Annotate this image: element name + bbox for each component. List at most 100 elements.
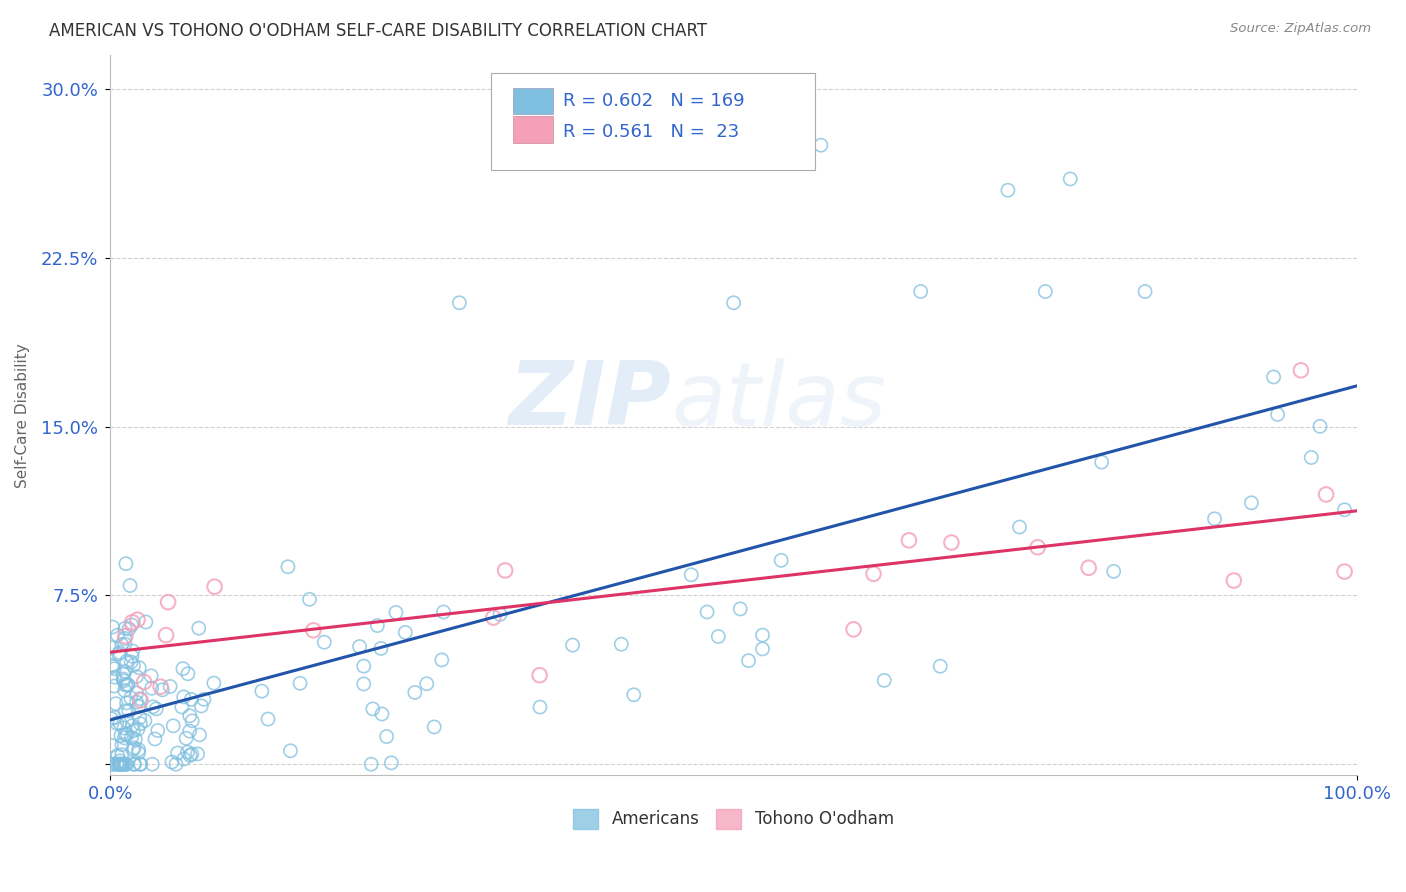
Point xyxy=(366,618,388,632)
Point xyxy=(489,607,512,622)
Point xyxy=(380,756,402,770)
Point xyxy=(202,676,225,690)
Point xyxy=(101,659,124,673)
Point xyxy=(127,722,149,736)
Point xyxy=(929,659,952,673)
Point xyxy=(1077,561,1099,575)
Point xyxy=(159,680,181,694)
Point xyxy=(910,285,932,299)
Point xyxy=(112,667,135,681)
Point xyxy=(125,695,148,709)
Point xyxy=(121,618,143,632)
Point xyxy=(176,745,198,759)
Point xyxy=(314,635,336,649)
Point xyxy=(108,645,131,659)
Point xyxy=(100,712,122,726)
Point xyxy=(111,638,134,652)
Point xyxy=(111,738,134,752)
Point xyxy=(385,606,408,620)
Point xyxy=(141,757,163,772)
Point xyxy=(117,678,139,692)
Point xyxy=(623,688,645,702)
Point xyxy=(139,669,162,683)
Point xyxy=(128,742,150,756)
Point xyxy=(122,757,145,772)
Point xyxy=(394,625,416,640)
Point xyxy=(1033,285,1056,299)
Point xyxy=(179,708,201,723)
Point xyxy=(112,672,135,686)
Point xyxy=(165,757,187,772)
Point xyxy=(375,730,398,744)
Point xyxy=(114,728,136,742)
Point xyxy=(111,747,134,762)
Point xyxy=(149,680,172,694)
Point xyxy=(112,731,135,745)
Point xyxy=(152,682,174,697)
Point xyxy=(349,640,371,654)
Point xyxy=(121,615,143,630)
Point xyxy=(118,704,141,718)
Point xyxy=(302,624,325,638)
Point xyxy=(707,630,730,644)
Point xyxy=(1301,450,1323,465)
Point xyxy=(108,716,131,731)
Point xyxy=(696,605,718,619)
Point xyxy=(115,696,138,710)
Point xyxy=(862,566,884,581)
Point xyxy=(103,679,125,693)
Point xyxy=(125,686,148,700)
Point xyxy=(494,563,516,577)
Point xyxy=(172,662,194,676)
Point xyxy=(179,724,201,739)
Point xyxy=(449,295,471,310)
Point xyxy=(125,669,148,683)
Point xyxy=(404,685,426,699)
Point xyxy=(108,757,131,772)
Point xyxy=(107,647,129,661)
Point xyxy=(529,668,551,682)
Point xyxy=(1267,408,1289,422)
Point xyxy=(897,533,920,548)
Point xyxy=(187,747,209,761)
Point xyxy=(160,755,183,769)
Point xyxy=(128,710,150,724)
Point xyxy=(103,662,125,676)
Point xyxy=(107,628,129,642)
Point xyxy=(1315,487,1337,501)
Point xyxy=(190,698,212,713)
Point xyxy=(122,740,145,755)
Point xyxy=(121,719,143,733)
Point xyxy=(101,658,124,673)
Point xyxy=(361,702,384,716)
Point xyxy=(141,681,163,696)
Point xyxy=(173,690,195,704)
Point xyxy=(166,746,188,760)
Point xyxy=(842,623,865,637)
Point xyxy=(1091,455,1114,469)
Point xyxy=(1008,520,1031,534)
Point xyxy=(121,731,143,745)
Point xyxy=(110,757,132,772)
Point xyxy=(1102,565,1125,579)
Point xyxy=(174,731,197,746)
Point xyxy=(610,637,633,651)
Point xyxy=(432,605,454,619)
Point xyxy=(529,700,551,714)
Point xyxy=(132,675,155,690)
Point xyxy=(681,567,703,582)
Point xyxy=(298,592,321,607)
Point xyxy=(353,659,375,673)
Point xyxy=(105,757,128,772)
Point xyxy=(112,757,135,772)
Point xyxy=(128,699,150,714)
Point xyxy=(177,666,200,681)
Point xyxy=(134,714,156,728)
Point xyxy=(114,683,136,698)
Point xyxy=(105,757,128,772)
Point xyxy=(129,716,152,731)
Text: ZIP: ZIP xyxy=(509,358,671,444)
Text: atlas: atlas xyxy=(671,358,886,444)
Point xyxy=(193,692,215,706)
Point xyxy=(770,553,793,567)
